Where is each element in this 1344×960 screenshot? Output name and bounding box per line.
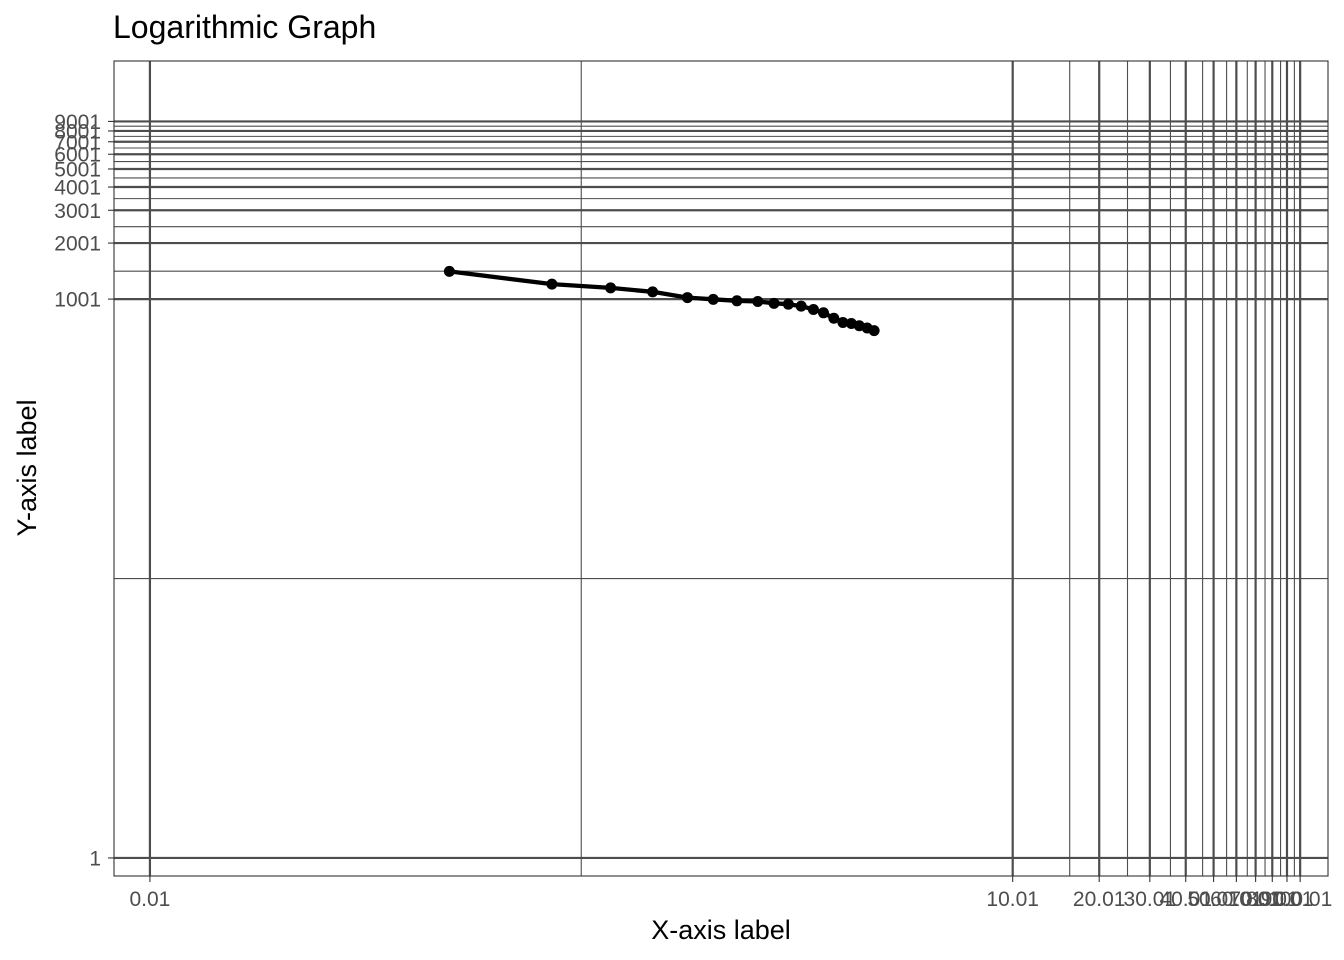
y-tick-label: 2001: [54, 233, 101, 256]
data-point: [868, 325, 880, 337]
data-point: [731, 295, 743, 307]
plot-panel-border: [113, 60, 1329, 877]
data-point: [795, 300, 807, 312]
y-tick-label: 9001: [54, 111, 101, 134]
y-tick-label: 5001: [54, 158, 101, 181]
series-layer: [443, 265, 880, 337]
data-point: [546, 278, 558, 290]
x-tick-label: 80.01: [1246, 888, 1299, 911]
y-tick-label: 8001: [54, 120, 101, 143]
x-tick-label: 0.01: [129, 888, 170, 911]
chart-title: Logarithmic Graph: [113, 9, 376, 45]
major-gridlines: [114, 61, 1328, 876]
x-tick-label: 20.01: [1073, 888, 1126, 911]
y-tick-label: 1001: [54, 289, 101, 312]
data-point: [752, 295, 764, 307]
x-tick-label: 70.01: [1229, 888, 1282, 911]
data-point: [828, 312, 840, 324]
data-point: [707, 293, 719, 305]
data-point: [768, 297, 780, 309]
y-tick-label: 1: [89, 847, 101, 870]
data-point: [605, 282, 617, 294]
x-tick-label: 50.01: [1187, 888, 1240, 911]
x-tick-label: 60.01: [1210, 888, 1263, 911]
x-axis-ticks: 0.01 10.01 20.0130.0140.0150.0160.0170.018…: [129, 876, 1332, 911]
series-line: [447, 269, 877, 333]
minor-gridlines: [114, 61, 1328, 876]
x-tick-label: 40.01: [1159, 888, 1212, 911]
data-point: [782, 298, 794, 310]
data-point: [817, 307, 829, 319]
x-tick-label: 90.01: [1261, 888, 1314, 911]
y-tick-label: 4001: [54, 177, 101, 200]
data-point: [443, 265, 455, 277]
x-axis-title: X-axis label: [651, 915, 791, 945]
y-tick-label: 7001: [54, 131, 101, 154]
data-point: [647, 286, 659, 298]
y-axis-title: Y-axis label: [12, 399, 42, 536]
y-tick-label: 3001: [54, 200, 101, 223]
data-point: [837, 316, 849, 328]
data-point: [681, 292, 693, 304]
x-tick-label: 10.01: [986, 888, 1039, 911]
y-tick-label: 6001: [54, 144, 101, 167]
x-tick-label: 100.01: [1268, 888, 1332, 911]
data-point: [807, 304, 819, 316]
x-tick-label: 30.01: [1124, 888, 1177, 911]
